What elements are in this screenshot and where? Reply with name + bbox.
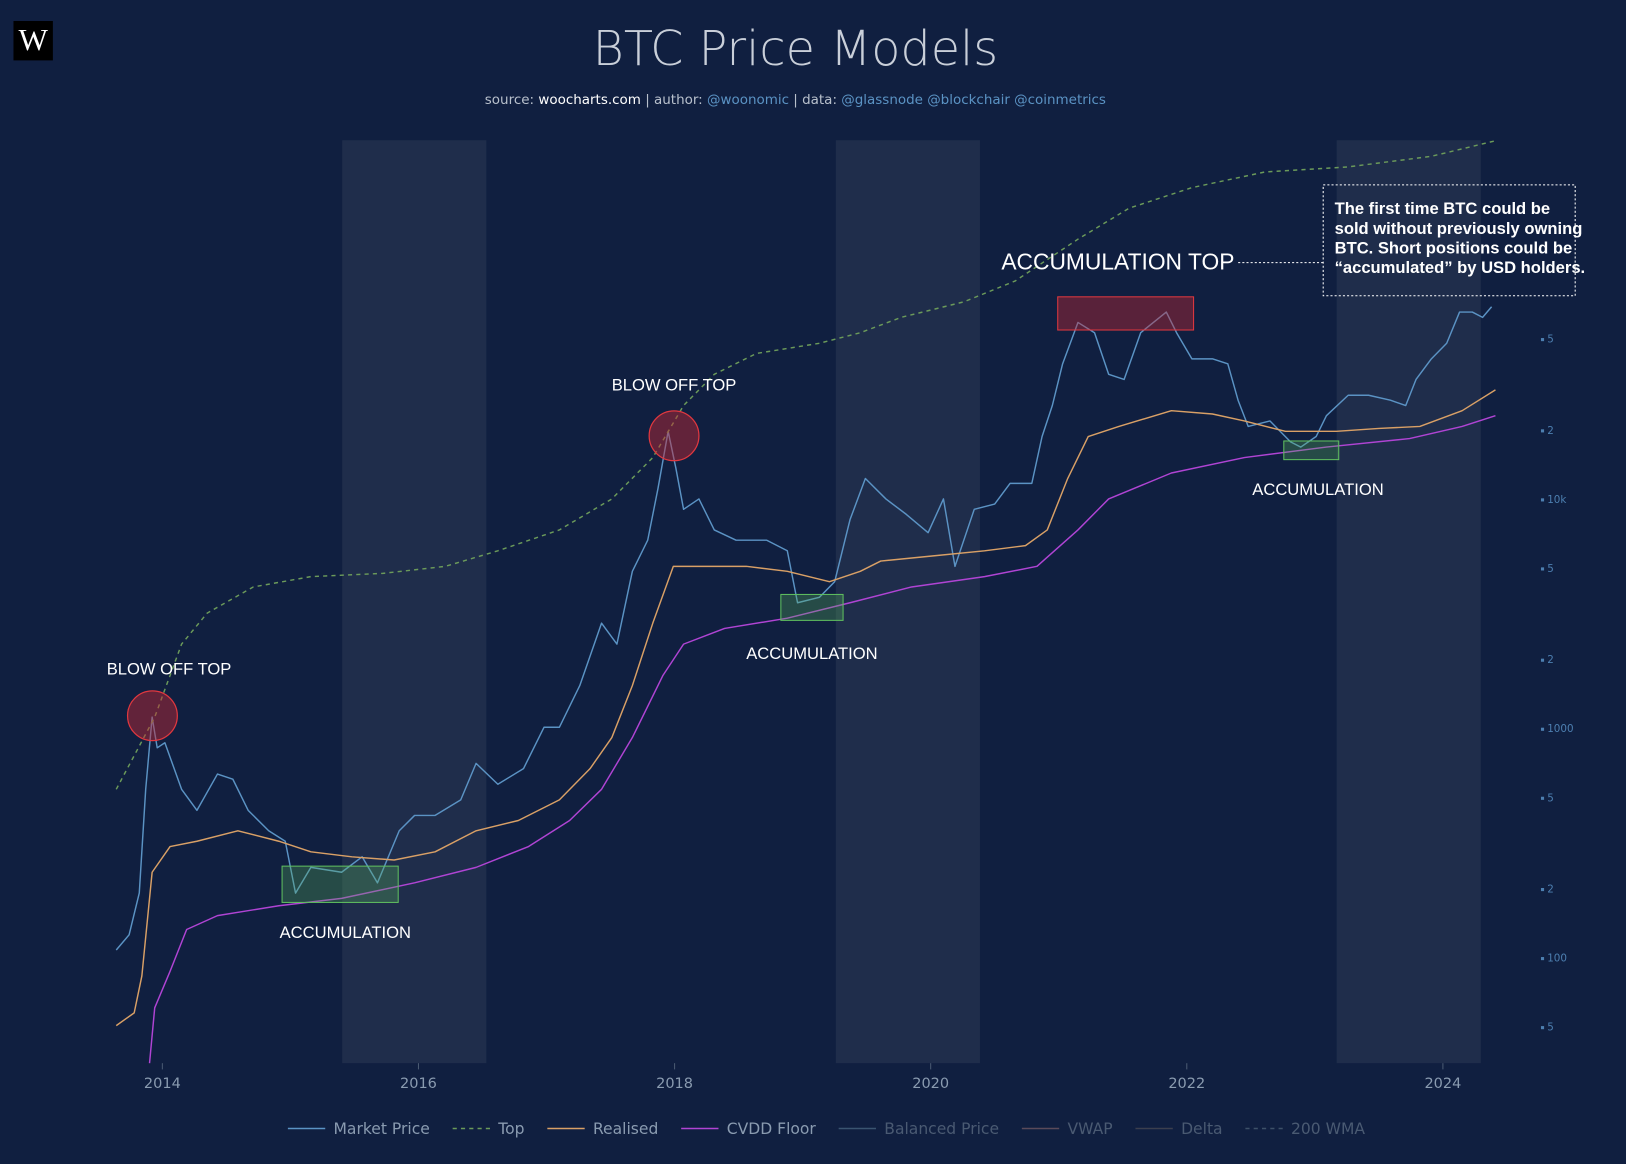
note-line: sold without previously owning: [1335, 219, 1583, 238]
highlight-box: [780, 593, 844, 621]
x-tick-label: 2014: [144, 1076, 181, 1092]
note-line: The first time BTC could be: [1335, 199, 1551, 218]
y-tick: [1540, 888, 1545, 892]
legend-item[interactable]: VWAP: [1021, 1120, 1113, 1138]
subtitle-part: woocharts.com: [538, 92, 641, 108]
legend-label: Market Price: [334, 1120, 430, 1138]
y-tick: [1540, 957, 1545, 961]
annotation: ACCUMULATION: [280, 923, 411, 942]
highlight-box: [1283, 440, 1340, 461]
y-tick-label: 100: [1547, 953, 1567, 965]
y-tick-label: 1000: [1547, 723, 1573, 735]
y-tick: [1540, 727, 1545, 731]
legend-label: Delta: [1181, 1120, 1222, 1138]
annotations: BLOW OFF TOP BLOW OFF TOP ACCUMULATION A…: [107, 184, 1586, 942]
y-tick: [1540, 429, 1545, 433]
legend-item[interactable]: Balanced Price: [838, 1120, 999, 1138]
legend-item[interactable]: Top: [452, 1120, 525, 1138]
legend-label: CVDD Floor: [727, 1120, 817, 1138]
highlight-box: [281, 865, 399, 903]
series-line: [115, 140, 1496, 790]
series-line: [115, 306, 1493, 951]
highlight-box: [1057, 296, 1195, 331]
legend-label: Top: [497, 1120, 524, 1138]
x-tick-label: 2022: [1168, 1076, 1205, 1092]
x-tick-label: 2016: [400, 1076, 437, 1092]
y-tick-label: 5: [1547, 792, 1554, 804]
legend-label: Balanced Price: [884, 1120, 999, 1138]
y-tick: [1540, 498, 1545, 502]
y-tick-label: 5: [1547, 334, 1554, 346]
series-line: [148, 414, 1496, 1064]
x-tick-label: 2024: [1424, 1076, 1461, 1092]
y-tick: [1540, 658, 1545, 662]
legend-label: 200 WMA: [1291, 1120, 1365, 1138]
subtitle-link[interactable]: @woonomic: [707, 92, 789, 108]
x-tick-label: 2020: [912, 1076, 949, 1092]
note-box: [1322, 184, 1576, 297]
legend-item[interactable]: Delta: [1135, 1120, 1223, 1138]
annotation: ACCUMULATION: [746, 644, 877, 663]
y-tick: [1540, 567, 1545, 571]
y-tick: [1540, 338, 1545, 342]
note-line: BTC. Short positions could be: [1335, 239, 1573, 258]
y-tick-label: 2: [1547, 654, 1554, 666]
subtitle-part: | data:: [789, 92, 841, 108]
legend-row: Market Price Top Realised CVDD Floor Balance…: [287, 1120, 1365, 1138]
legend-label: VWAP: [1067, 1120, 1112, 1138]
shaded-band: [342, 140, 487, 1064]
subtitle-link[interactable]: @glassnode @blockchair @coinmetrics: [841, 92, 1106, 108]
note-line: “accumulated” by USD holders.: [1335, 258, 1586, 277]
legend-item[interactable]: Realised: [547, 1120, 658, 1138]
logo-box: [13, 20, 53, 61]
chart-title: BTC Price Models: [593, 22, 999, 77]
shaded-band: [1336, 140, 1481, 1064]
x-tick-label: 2018: [656, 1076, 693, 1092]
subtitle: source: woocharts.com | author: @woonomi…: [485, 92, 1106, 108]
y-tick-label: 2: [1547, 425, 1554, 437]
y-tick-label: 10k: [1547, 494, 1566, 506]
annotation: BLOW OFF TOP: [107, 660, 232, 679]
subtitle-part: source:: [485, 92, 539, 108]
y-tick-label: 5: [1547, 1022, 1554, 1034]
legend-item[interactable]: CVDD Floor: [681, 1120, 816, 1138]
legend-item[interactable]: Market Price: [287, 1120, 430, 1138]
series-line: [115, 389, 1496, 1027]
plot: 5 100 2 5 1000 2 5 10k 2 5 2014 2016 2018 2020 2022 202…: [115, 140, 1574, 1092]
subtitle-part: | author:: [641, 92, 707, 108]
logo: W: [19, 22, 49, 57]
annotation: ACCUMULATION TOP: [1001, 249, 1234, 275]
annotation: ACCUMULATION: [1252, 480, 1383, 499]
highlight-circle: [126, 690, 178, 742]
y-tick-label: 2: [1547, 884, 1554, 896]
y-tick-label: 5: [1547, 563, 1554, 575]
y-tick: [1540, 1026, 1545, 1030]
legend-item[interactable]: 200 WMA: [1245, 1120, 1365, 1138]
shaded-band: [835, 140, 980, 1064]
y-tick: [1540, 796, 1545, 800]
annotation: BLOW OFF TOP: [612, 375, 737, 394]
highlight-circle: [648, 410, 700, 462]
legend-label: Realised: [593, 1120, 658, 1138]
legend: Market Price Top Realised CVDD Floor Balance…: [287, 1120, 1365, 1138]
